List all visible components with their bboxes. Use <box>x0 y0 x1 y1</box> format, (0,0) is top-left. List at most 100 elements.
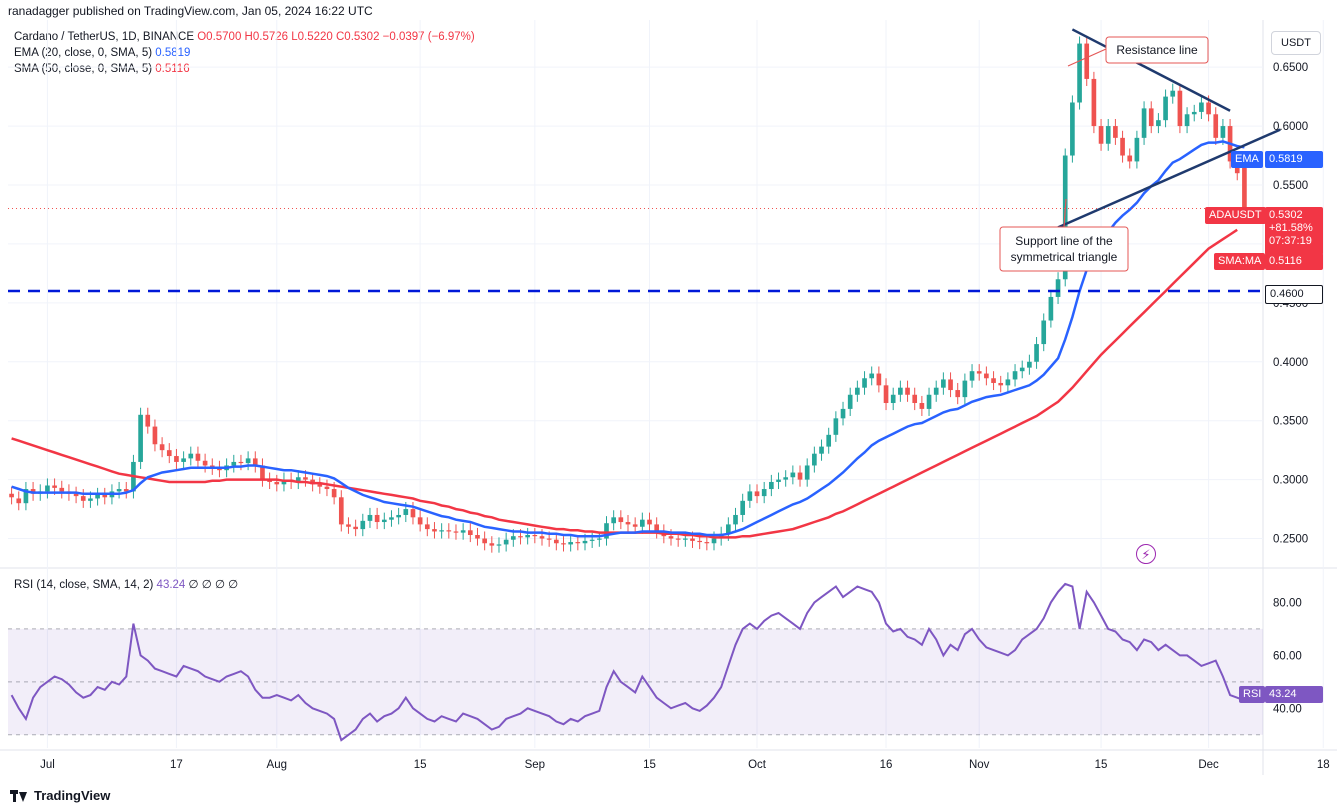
rsi-legend[interactable]: RSI (14, close, SMA, 14, 2) 43.24 ∅ ∅ ∅ … <box>14 577 238 591</box>
candle-body <box>984 373 989 379</box>
sma-legend-label: SMA (50, close, 0, SMA, 5) <box>14 63 153 75</box>
rsi-tick-label: 40.00 <box>1273 703 1302 715</box>
lightning-icon[interactable]: ⚡ <box>1136 544 1156 564</box>
candle-body <box>991 378 996 383</box>
candle-body <box>640 519 645 527</box>
candle-body <box>374 514 380 523</box>
ema-legend[interactable]: EMA (20, close, 0, SMA, 5) 0.5819 <box>14 47 190 59</box>
candle-body <box>575 542 581 544</box>
candle-body <box>804 465 810 480</box>
candle-body <box>1091 78 1097 127</box>
candle-body <box>733 514 738 525</box>
candle-body <box>941 379 946 388</box>
time-tick-label: 15 <box>414 759 427 771</box>
time-tick-label: 18 <box>1317 759 1330 771</box>
candle-body <box>353 526 358 530</box>
candle-body <box>869 373 875 379</box>
price-tick-label: 0.6000 <box>1273 121 1308 133</box>
candle-body <box>1041 320 1047 345</box>
candle-body <box>611 517 616 524</box>
candle-body <box>16 498 22 504</box>
candle-body <box>138 414 143 462</box>
candle-body <box>396 514 401 518</box>
candle-body <box>238 461 244 464</box>
candle-body <box>632 524 638 527</box>
candle-body <box>245 458 251 464</box>
candle-body <box>919 403 925 409</box>
last-price-value: 0.5302 <box>1269 209 1303 221</box>
candle-body <box>1177 90 1183 127</box>
currency-button[interactable]: USDT <box>1271 31 1321 55</box>
candle-body <box>1199 102 1204 112</box>
sma-tag-value: 0.5116 <box>1265 253 1323 270</box>
candle-body <box>890 394 896 404</box>
time-tick-label: 17 <box>170 759 183 771</box>
candle-body <box>675 538 681 540</box>
candle-body <box>597 538 602 540</box>
candle-body <box>740 500 746 515</box>
candle-body <box>360 520 366 530</box>
candle-body <box>683 538 688 540</box>
price-tick-label: 0.6500 <box>1273 62 1308 74</box>
candle-body <box>697 540 703 543</box>
candle-body <box>1148 108 1154 127</box>
candle-body <box>475 535 480 539</box>
support-callout-text-1: Support line of the <box>1015 234 1113 248</box>
candle-body <box>761 489 767 497</box>
candle-body <box>976 371 982 374</box>
candle-body <box>116 489 122 492</box>
candle-body <box>905 387 910 395</box>
candle-body <box>1113 126 1118 138</box>
candle-body <box>819 446 824 454</box>
time-tick-label: Nov <box>969 759 990 771</box>
candle-body <box>446 530 452 532</box>
candle-body <box>883 385 889 404</box>
ema-tag-value: 0.5819 <box>1265 151 1323 168</box>
tradingview-footer[interactable]: TradingView <box>10 788 110 803</box>
support-callout-text-2: symmetrical triangle <box>1011 250 1118 264</box>
ema-legend-value: 0.5819 <box>155 47 191 59</box>
resistance-callout-arrow <box>1067 48 1107 67</box>
candle-body <box>1005 379 1011 386</box>
candle-body <box>604 523 609 539</box>
rsi-tag-value: 43.24 <box>1265 686 1323 703</box>
rsi-legend-label: RSI (14, close, SMA, 14, 2) <box>14 579 154 591</box>
candle-body <box>252 458 258 466</box>
candle-body <box>855 387 860 395</box>
candle-body <box>1184 114 1190 127</box>
candle-body <box>898 387 903 395</box>
support-level-tag: 0.4600 <box>1265 285 1323 304</box>
price-tick-label: 0.3000 <box>1273 475 1308 487</box>
sma-legend[interactable]: SMA (50, close, 0, SMA, 5) 0.5116 <box>14 63 190 75</box>
rsi-tick-label: 80.00 <box>1273 597 1302 609</box>
rsi-tick-label: 60.00 <box>1273 650 1302 662</box>
candle-body <box>410 509 416 518</box>
candle-body <box>403 509 409 515</box>
resistance-callout-text: Resistance line <box>1116 43 1198 57</box>
candle-body <box>23 489 29 504</box>
candle-body <box>510 536 516 540</box>
candle-body <box>625 522 631 525</box>
candle-body <box>711 538 717 544</box>
last-price-tag-name: ADAUSDT <box>1205 207 1266 224</box>
candle-body <box>833 418 839 435</box>
candle-body <box>1127 155 1133 162</box>
candle-body <box>1019 367 1025 372</box>
symbol-title[interactable]: Cardano / TetherUS, 1D, BINANCE <box>14 31 195 43</box>
candle-body <box>797 472 803 480</box>
candle-body <box>876 373 882 386</box>
candle-body <box>45 485 50 492</box>
candle-body <box>274 481 280 485</box>
candle-body <box>654 524 659 532</box>
candle-body <box>518 536 523 538</box>
candle-body <box>647 519 652 525</box>
candle-body <box>1027 361 1032 368</box>
candle-body <box>1220 126 1226 138</box>
candle-body <box>704 542 710 544</box>
sma-legend-value: 0.5116 <box>155 63 190 75</box>
candle-body <box>1242 161 1247 209</box>
candle-body <box>589 539 595 541</box>
triangle-resistance-line <box>1071 28 1231 112</box>
candle-body <box>847 394 853 409</box>
